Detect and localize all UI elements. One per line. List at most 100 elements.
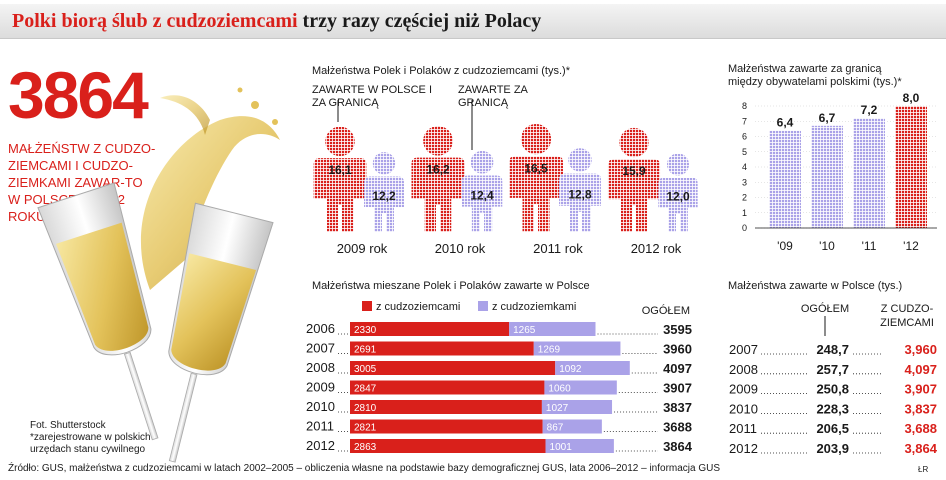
chart1-category-label: 2011 rok [533, 241, 583, 256]
chart3-total-value: 3688 [663, 420, 692, 435]
chart4-total-value: 257,7 [816, 362, 849, 377]
chart3-bar-foreign-men [350, 341, 534, 356]
chart4-foreign-value: 3,688 [904, 421, 937, 436]
chart1-label-abroad: 12,8 [568, 187, 592, 201]
person-abroad-1 [461, 150, 503, 232]
chart3-total-value: 4097 [663, 361, 692, 376]
chart1-category-label: 2010 rok [435, 241, 486, 256]
chart4-foreign-value: 4,097 [904, 362, 937, 377]
chart3-bar-foreign-men [350, 419, 543, 434]
chart2-ytick-label: 7 [742, 116, 747, 126]
chart3-bar-foreign-women [533, 341, 621, 356]
chart3-bar-foreign-men [350, 400, 542, 414]
chart1-label-abroad: 12,0 [666, 190, 690, 204]
legend-label-foreign-women: z cudzoziemkami [492, 301, 576, 313]
chart2-ytick-label: 2 [742, 193, 747, 203]
chart2-ytick-label: 4 [742, 162, 747, 172]
headline: Polki biorą ślub z cudzoziemcami trzy ra… [12, 10, 541, 33]
chart4-col-total-header: OGÓŁEM [801, 302, 849, 315]
chart3-total-value: 3837 [663, 400, 692, 415]
legend-swatch-foreign-men [362, 301, 372, 311]
chart3-label-foreign-men: 2863 [354, 442, 377, 453]
chart2-title-line1: Małżeństwa zawarte za granicą [728, 63, 882, 75]
chart2-value-label: 8,0 [903, 92, 920, 105]
chart3-label-foreign-men: 3005 [354, 364, 377, 375]
chart4-foreign-value: 3,864 [904, 441, 937, 456]
chart3-label-foreign-men: 2847 [354, 384, 377, 395]
person-abroad-0 [364, 152, 404, 232]
chart1-label-total: 16,2 [426, 163, 450, 177]
chart2-ytick-label: 8 [742, 101, 747, 111]
author-signature: ŁR [918, 465, 929, 474]
chart3-label-foreign-women: 1060 [548, 384, 571, 395]
chart2-category-label: '11 [862, 239, 877, 253]
chart4-table: OGÓŁEM Z CUDZO- ZIEMCAMI 2007 248,7 3,960 2008… [729, 302, 938, 456]
chart2-ytick-label: 0 [742, 223, 747, 233]
chart3-bar-foreign-women [509, 322, 596, 336]
chart3-label-foreign-women: 1269 [538, 345, 561, 356]
chart3-label-foreign-women: 1265 [513, 325, 536, 336]
chart2-ytick-label: 3 [742, 177, 747, 187]
person-abroad-2 [559, 148, 601, 232]
chart1-category-label: 2009 rok [337, 241, 388, 256]
chart3-label-foreign-women: 1027 [546, 403, 569, 414]
splash-shape [140, 116, 280, 290]
chart1-label-abroad: 12,4 [470, 189, 494, 203]
chart2-category-label: '12 [903, 239, 919, 253]
chart2-ytick-label: 1 [742, 208, 747, 218]
chart3-stacked-bar-chart: z cudzoziemcami z cudzoziemkami OGÓŁEM 2006… [306, 301, 693, 454]
source-note: Źródło: GUS, małżeństwa z cudzoziemcami … [8, 463, 721, 474]
chart3-total-header: OGÓŁEM [642, 304, 690, 317]
chart3-year-label: 2009 [306, 380, 335, 395]
chart2-bar [769, 130, 801, 228]
legend-swatch-foreign-women [478, 301, 488, 311]
chart3-bar-foreign-women [555, 361, 630, 375]
chart3-year-label: 2007 [306, 341, 335, 356]
person-abroad-3 [658, 153, 698, 232]
photo-credit: Fot. Shutterstock [30, 420, 106, 431]
chart2-ytick-label: 5 [742, 147, 747, 157]
highlight-number: 3864 [8, 58, 149, 132]
chart2-bar [895, 106, 927, 228]
left-glass-shape [37, 182, 159, 441]
chart4-col-foreign-header-2: ZIEMCAMI [880, 317, 934, 329]
chart3-total-value: 3907 [663, 381, 692, 396]
chart4-year: 2009 [729, 382, 758, 397]
chart2-value-label: 6,4 [777, 115, 794, 129]
chart1-label-total: 16,1 [328, 163, 352, 177]
chart3-label-foreign-men: 2821 [354, 423, 377, 434]
chart3-year-label: 2011 [306, 419, 334, 434]
chart2-bar [811, 125, 843, 228]
chart4-title: Małżeństwa zawarte w Polsce (tys.) [728, 280, 903, 292]
chart3-bar-foreign-men [350, 380, 545, 395]
headline-black-part: trzy razy częściej niż Polacy [297, 10, 542, 32]
chart2-category-label: '09 [777, 239, 793, 253]
chart1-label-abroad: 12,2 [372, 189, 396, 203]
chart4-year: 2008 [729, 362, 758, 377]
chart1-annotation-total: ZAWARTE W POLSCE I ZA GRANICĄ [312, 84, 432, 109]
chart2-value-label: 7,2 [861, 103, 878, 117]
person-total-2 [509, 124, 563, 232]
chart2-category-label: '10 [819, 239, 835, 253]
chart1-annotation-abroad: ZAWARTE ZA GRANICĄ [458, 84, 528, 109]
chart2-bar [853, 118, 885, 228]
splash-shape [160, 95, 210, 135]
chart3-year-label: 2008 [306, 360, 335, 375]
chart3-label-foreign-men: 2691 [354, 345, 377, 356]
chart2-ytick-label: 6 [742, 132, 747, 142]
person-total-0 [313, 126, 367, 232]
chart3-year-label: 2012 [306, 438, 335, 453]
chart4-foreign-value: 3,960 [904, 342, 937, 357]
chart3-bar-foreign-women [544, 380, 617, 395]
footnote: *zarejestrowane w polskich urzędach stan… [30, 432, 151, 455]
chart4-total-value: 203,9 [816, 441, 849, 456]
chart3-label-foreign-women: 867 [547, 423, 564, 434]
chart3-title: Małżeństwa mieszane Polek i Polaków zawa… [312, 280, 590, 292]
chart3-bar-foreign-men [350, 322, 510, 336]
chart2-bar-chart: 0 1 2 3 4 5 6 7 8 6,4 '09 6,7 '10 7,2 '11 8,0 '12 [742, 92, 937, 253]
chart3-year-label: 2006 [306, 321, 335, 336]
chart1-label-total: 15,9 [622, 164, 646, 178]
chart4-total-value: 250,8 [816, 382, 849, 397]
chart4-year: 2011 [729, 421, 757, 436]
chart4-year: 2010 [729, 401, 758, 416]
